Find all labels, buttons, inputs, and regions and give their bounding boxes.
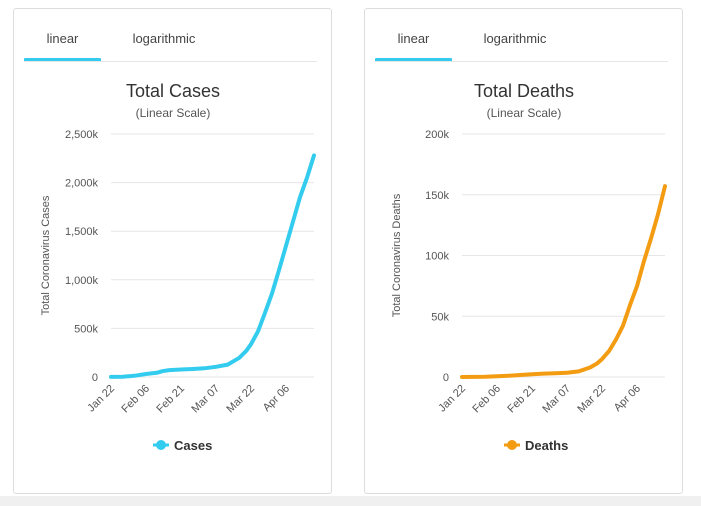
y-tick-label: 2,000k xyxy=(65,178,99,190)
y-tick-label: 0 xyxy=(443,372,449,384)
tab-logarithmic[interactable]: logarithmic xyxy=(483,31,547,46)
scale-tabs: linear logarithmic xyxy=(365,9,682,62)
chart-subtitle: (Linear Scale) xyxy=(136,106,211,120)
y-tick-label: 150k xyxy=(425,190,449,202)
legend-label: Cases xyxy=(174,438,212,453)
x-tick-label: Feb 21 xyxy=(505,383,538,416)
chart-subtitle: (Linear Scale) xyxy=(487,106,562,120)
x-tick-label: Mar 22 xyxy=(575,383,608,416)
tab-divider xyxy=(24,61,317,62)
y-tick-label: 0 xyxy=(92,372,98,384)
y-tick-label: 1,000k xyxy=(65,275,99,287)
x-tick-label: Feb 06 xyxy=(470,383,503,416)
cases-chart-panel: linear logarithmic Total Cases (Linear Sc… xyxy=(13,8,332,494)
x-tick-label: Apr 06 xyxy=(261,383,292,414)
y-axis-label: Total Coronavirus Deaths xyxy=(391,193,403,317)
legend-label: Deaths xyxy=(525,438,568,453)
x-tick-label: Mar 07 xyxy=(189,383,222,416)
chart-title: Total Deaths xyxy=(474,81,574,101)
y-tick-label: 500k xyxy=(74,323,98,335)
tab-divider xyxy=(375,61,668,62)
tab-logarithmic[interactable]: logarithmic xyxy=(132,31,196,46)
active-tab-indicator xyxy=(375,58,452,62)
legend-swatch-marker xyxy=(507,440,517,450)
y-tick-label: 50k xyxy=(431,311,449,323)
active-tab-indicator xyxy=(24,58,101,62)
y-tick-label: 2,500k xyxy=(65,129,99,141)
chart-title: Total Cases xyxy=(126,81,220,101)
cases-chart: Total Cases (Linear Scale) Total Coronavir… xyxy=(40,81,316,453)
y-tick-label: 200k xyxy=(425,129,449,141)
tab-linear[interactable]: linear xyxy=(46,31,79,46)
deaths-chart: Total Deaths (Linear Scale) Total Coronavi… xyxy=(391,81,667,453)
tab-linear[interactable]: linear xyxy=(397,31,430,46)
y-axis-label: Total Coronavirus Cases xyxy=(40,195,52,315)
series-line-deaths xyxy=(460,184,667,379)
x-tick-label: Feb 21 xyxy=(154,383,187,416)
y-tick-label: 100k xyxy=(425,251,449,263)
x-tick-label: Mar 07 xyxy=(540,383,573,416)
y-tick-label: 1,500k xyxy=(65,226,99,238)
scale-tabs: linear logarithmic xyxy=(14,9,331,62)
x-tick-label: Jan 22 xyxy=(85,383,117,415)
deaths-chart-panel: linear logarithmic Total Deaths (Linear S… xyxy=(364,8,683,494)
legend-swatch-marker xyxy=(156,440,166,450)
x-tick-label: Jan 22 xyxy=(436,383,468,415)
x-tick-label: Mar 22 xyxy=(224,383,257,416)
x-tick-label: Feb 06 xyxy=(119,383,152,416)
page-bottom-strip xyxy=(0,496,701,506)
series-line-cases xyxy=(109,153,316,379)
x-tick-label: Apr 06 xyxy=(612,383,643,414)
